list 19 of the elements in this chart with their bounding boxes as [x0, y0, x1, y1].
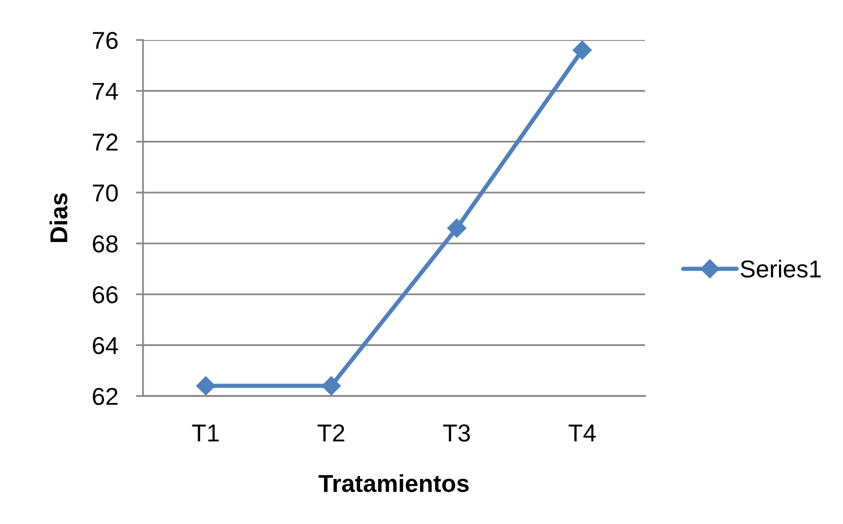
x-tick-label: T4 [568, 424, 596, 442]
y-tick-label: 76 [92, 32, 118, 50]
y-tick-label: 72 [92, 134, 118, 151]
y-axis-title: Dias [50, 193, 68, 242]
point [572, 40, 592, 60]
y-tick-label: 64 [92, 336, 118, 354]
point [196, 376, 216, 396]
y-tick-label: 66 [92, 286, 118, 304]
y-tick-label: 70 [92, 184, 118, 202]
point [322, 376, 341, 396]
x-tick-label: T1 [192, 424, 219, 442]
y-tick-label: 68 [92, 235, 118, 252]
x-axis-title: Tratamientos [318, 474, 469, 492]
y-tick-label: 74 [92, 82, 118, 100]
point [447, 218, 466, 238]
legend-label: Series1 [740, 260, 821, 278]
x-tick-label: T3 [443, 424, 470, 442]
x-tick-label: T2 [318, 424, 344, 442]
y-tick-label: 62 [92, 388, 118, 406]
